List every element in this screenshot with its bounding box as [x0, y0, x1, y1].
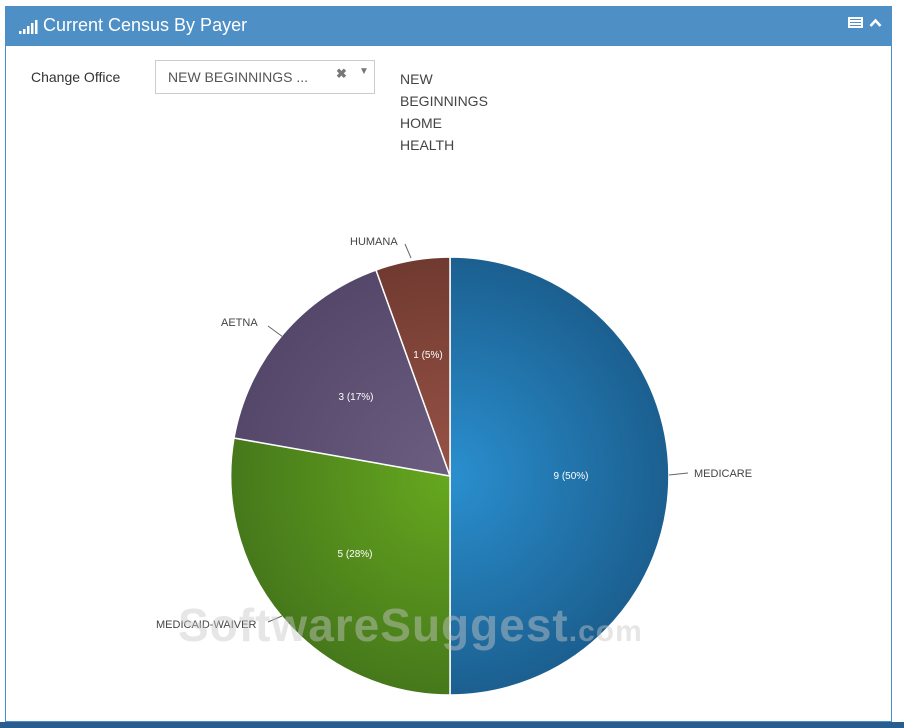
slice-humana — [375, 256, 451, 477]
slice-medicare — [449, 256, 670, 696]
data-label-medicaid-waiver: 5 (28%) — [337, 549, 372, 560]
panel-header: Current Census By Payer — [5, 6, 892, 46]
office-name-line: HOME — [400, 115, 442, 131]
watermark-main: SoftwareSuggest — [178, 599, 569, 651]
list-icon[interactable] — [848, 17, 863, 28]
office-select-value: NEW BEGINNINGS ... — [168, 69, 309, 85]
watermark-suffix: .com — [568, 615, 643, 648]
slice-aetna — [233, 269, 452, 477]
office-name-line: BEGINNINGS — [400, 93, 488, 109]
watermark: SoftwareSuggest.com — [178, 598, 643, 652]
clear-icon[interactable]: ✖ — [336, 66, 347, 81]
chevron-up-icon[interactable] — [869, 18, 882, 28]
bottom-bar — [0, 722, 904, 728]
office-name-line: NEW — [400, 71, 433, 87]
outside-label-humana: HUMANA — [350, 236, 398, 248]
panel-title: Current Census By Payer — [43, 15, 248, 35]
signal-bars-icon — [19, 20, 38, 34]
outside-label-medicare: MEDICARE — [694, 468, 752, 480]
data-label-humana: 1 (5%) — [413, 350, 442, 361]
outside-label-aetna: AETNA — [221, 317, 258, 329]
outside-label-medicaid-waiver: MEDICAID-WAIVER — [156, 619, 256, 631]
slice-medicaid-waiver — [229, 437, 451, 696]
office-select[interactable]: NEW BEGINNINGS ... ✖ ▼ — [155, 60, 375, 94]
data-label-medicare: 9 (50%) — [553, 471, 588, 482]
office-name: NEW BEGINNINGS HOME HEALTH — [400, 68, 488, 156]
office-name-line: HEALTH — [400, 137, 455, 153]
caret-down-icon[interactable]: ▼ — [359, 66, 369, 77]
change-office-label: Change Office — [31, 69, 121, 85]
data-label-aetna: 3 (17%) — [338, 392, 373, 403]
